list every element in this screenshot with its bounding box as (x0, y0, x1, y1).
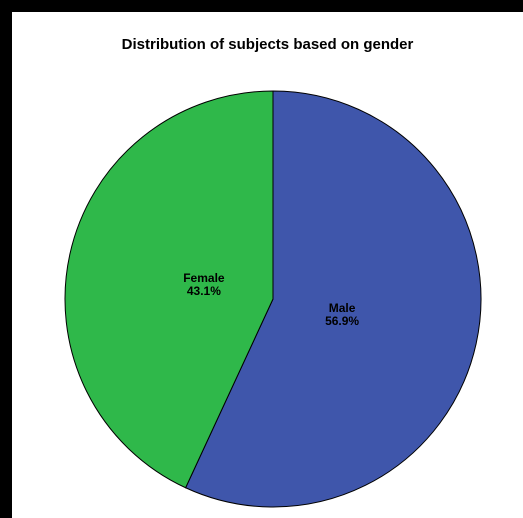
pie-slice-male (184, 90, 482, 508)
slice-percent-male: 56.9% (325, 314, 359, 328)
chart-title: Distribution of subjects based on gender (121, 36, 414, 53)
pie-slice-female (64, 90, 274, 489)
chart-panel: Distribution of subjects based on gender… (12, 12, 523, 518)
slice-percent-female: 43.1% (187, 284, 221, 298)
slice-label-female: Female (183, 271, 225, 285)
slice-label-male: Male (329, 301, 356, 315)
